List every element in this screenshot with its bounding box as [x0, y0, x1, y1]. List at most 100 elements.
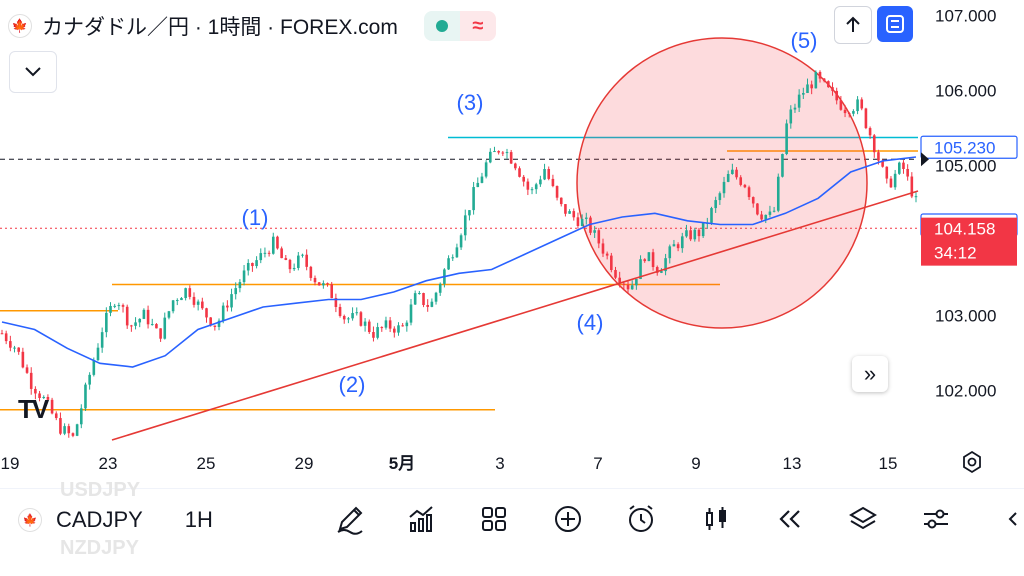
collapse-button[interactable]: [9, 51, 57, 93]
candle-body: [263, 252, 267, 254]
settings-button[interactable]: [918, 501, 954, 537]
candle-body: [146, 309, 150, 325]
market-status-pill[interactable]: ≈: [423, 11, 496, 41]
ghost-symbol-above: USDJPY: [60, 479, 141, 501]
candle-body: [13, 347, 16, 349]
candle-body: [388, 320, 392, 329]
layers-icon: [849, 506, 877, 530]
candle-body: [764, 214, 768, 220]
candle-body: [267, 252, 271, 254]
candle-body: [601, 243, 605, 254]
chart-title[interactable]: カナダドル／円 · 1時間 · FOREX.com: [42, 16, 398, 39]
candle-body: [493, 151, 496, 153]
tradingview-logo: TV: [18, 394, 49, 424]
candle-body: [580, 218, 584, 226]
layout-button[interactable]: [476, 501, 512, 537]
candle-body: [459, 235, 463, 248]
candle-body: [827, 81, 830, 88]
x-axis-tick-label: 5月: [389, 454, 415, 473]
candle-body: [221, 305, 225, 321]
candle-body: [710, 208, 713, 223]
candle-body: [71, 433, 75, 436]
candle-body: [355, 312, 359, 314]
candle-body: [898, 162, 901, 174]
candle-body: [697, 229, 701, 237]
add-button[interactable]: [550, 501, 586, 537]
symbol-name[interactable]: CADJPY: [56, 507, 143, 532]
candle-body: [885, 166, 889, 179]
candle-body: [889, 178, 893, 188]
candle-body: [363, 321, 367, 326]
candle-body: [814, 71, 818, 89]
x-axis-tick-label: 7: [593, 454, 602, 473]
scroll-to-realtime-button[interactable]: »: [852, 356, 888, 392]
candle-body: [150, 324, 154, 326]
x-axis-tick-label: 13: [783, 454, 802, 473]
candle-body: [413, 293, 417, 305]
draw-icon: [337, 506, 363, 535]
candle-body: [756, 203, 759, 215]
candle-body: [480, 176, 484, 183]
candle-body: [21, 351, 25, 368]
candle-body: [409, 304, 413, 323]
settings-gear-icon[interactable]: [960, 450, 984, 474]
candle-body: [342, 315, 346, 320]
candles-button[interactable]: [698, 501, 734, 537]
candle-body: [54, 413, 58, 419]
arrow-up-icon: [846, 16, 860, 32]
highlight-circle: [576, 37, 868, 329]
candle-body: [714, 200, 717, 209]
candle-body: [134, 322, 137, 326]
candle-body: [125, 306, 129, 326]
candle-body: [489, 151, 492, 163]
candle-body: [226, 305, 229, 308]
draw-button[interactable]: [332, 501, 368, 537]
candle-body: [280, 248, 283, 259]
candle-body: [526, 181, 530, 190]
replay-button[interactable]: [771, 501, 807, 537]
candle-body: [776, 176, 780, 211]
candle-body: [175, 300, 179, 302]
price-chart[interactable]: (1) (2) (3) (4) (5) 107.000 106.000 105.000 103…: [0, 0, 1024, 488]
candle-body: [902, 162, 905, 169]
wave-label: (3): [457, 90, 484, 115]
candle-body: [568, 211, 571, 214]
candle-body: [384, 320, 388, 328]
x-axis-tick-label: 9: [691, 454, 700, 473]
candle-body: [29, 372, 33, 389]
candle-body: [572, 211, 576, 218]
candle-body: [113, 305, 116, 307]
candle-body: [893, 173, 897, 188]
fullscreen-button[interactable]: [877, 6, 913, 42]
candle-body: [660, 271, 663, 273]
candle-body: [693, 229, 697, 240]
candle-body: [196, 301, 200, 305]
candle-body: [205, 308, 208, 318]
price-level-badge: [920, 135, 1018, 159]
layers-button[interactable]: [845, 501, 881, 537]
candle-body: [288, 259, 292, 270]
candle-body: [46, 396, 50, 400]
symbol-selector[interactable]: 🍁 CADJPY 1H: [18, 507, 213, 533]
candle-body: [230, 294, 233, 308]
candle-body: [802, 93, 805, 95]
alert-button[interactable]: [623, 501, 659, 537]
candle-body: [326, 283, 329, 285]
candle-body: [393, 328, 396, 333]
indicators-button[interactable]: [403, 501, 439, 537]
candle-body: [651, 252, 655, 268]
candle-body: [9, 341, 12, 348]
candle-body: [451, 257, 455, 259]
candle-body: [376, 327, 379, 338]
candle-body: [547, 169, 551, 179]
candle-body: [685, 230, 688, 237]
candle-body: [806, 84, 809, 94]
candle-body: [785, 123, 788, 155]
candle-body: [84, 384, 87, 409]
candle-body: [747, 187, 751, 198]
more-left-button[interactable]: [1002, 501, 1022, 537]
arrow-up-button[interactable]: [834, 6, 872, 44]
y-axis-tick-label: 102.000: [935, 382, 996, 401]
candle-body: [317, 282, 321, 286]
timeframe-button[interactable]: 1H: [184, 507, 213, 532]
